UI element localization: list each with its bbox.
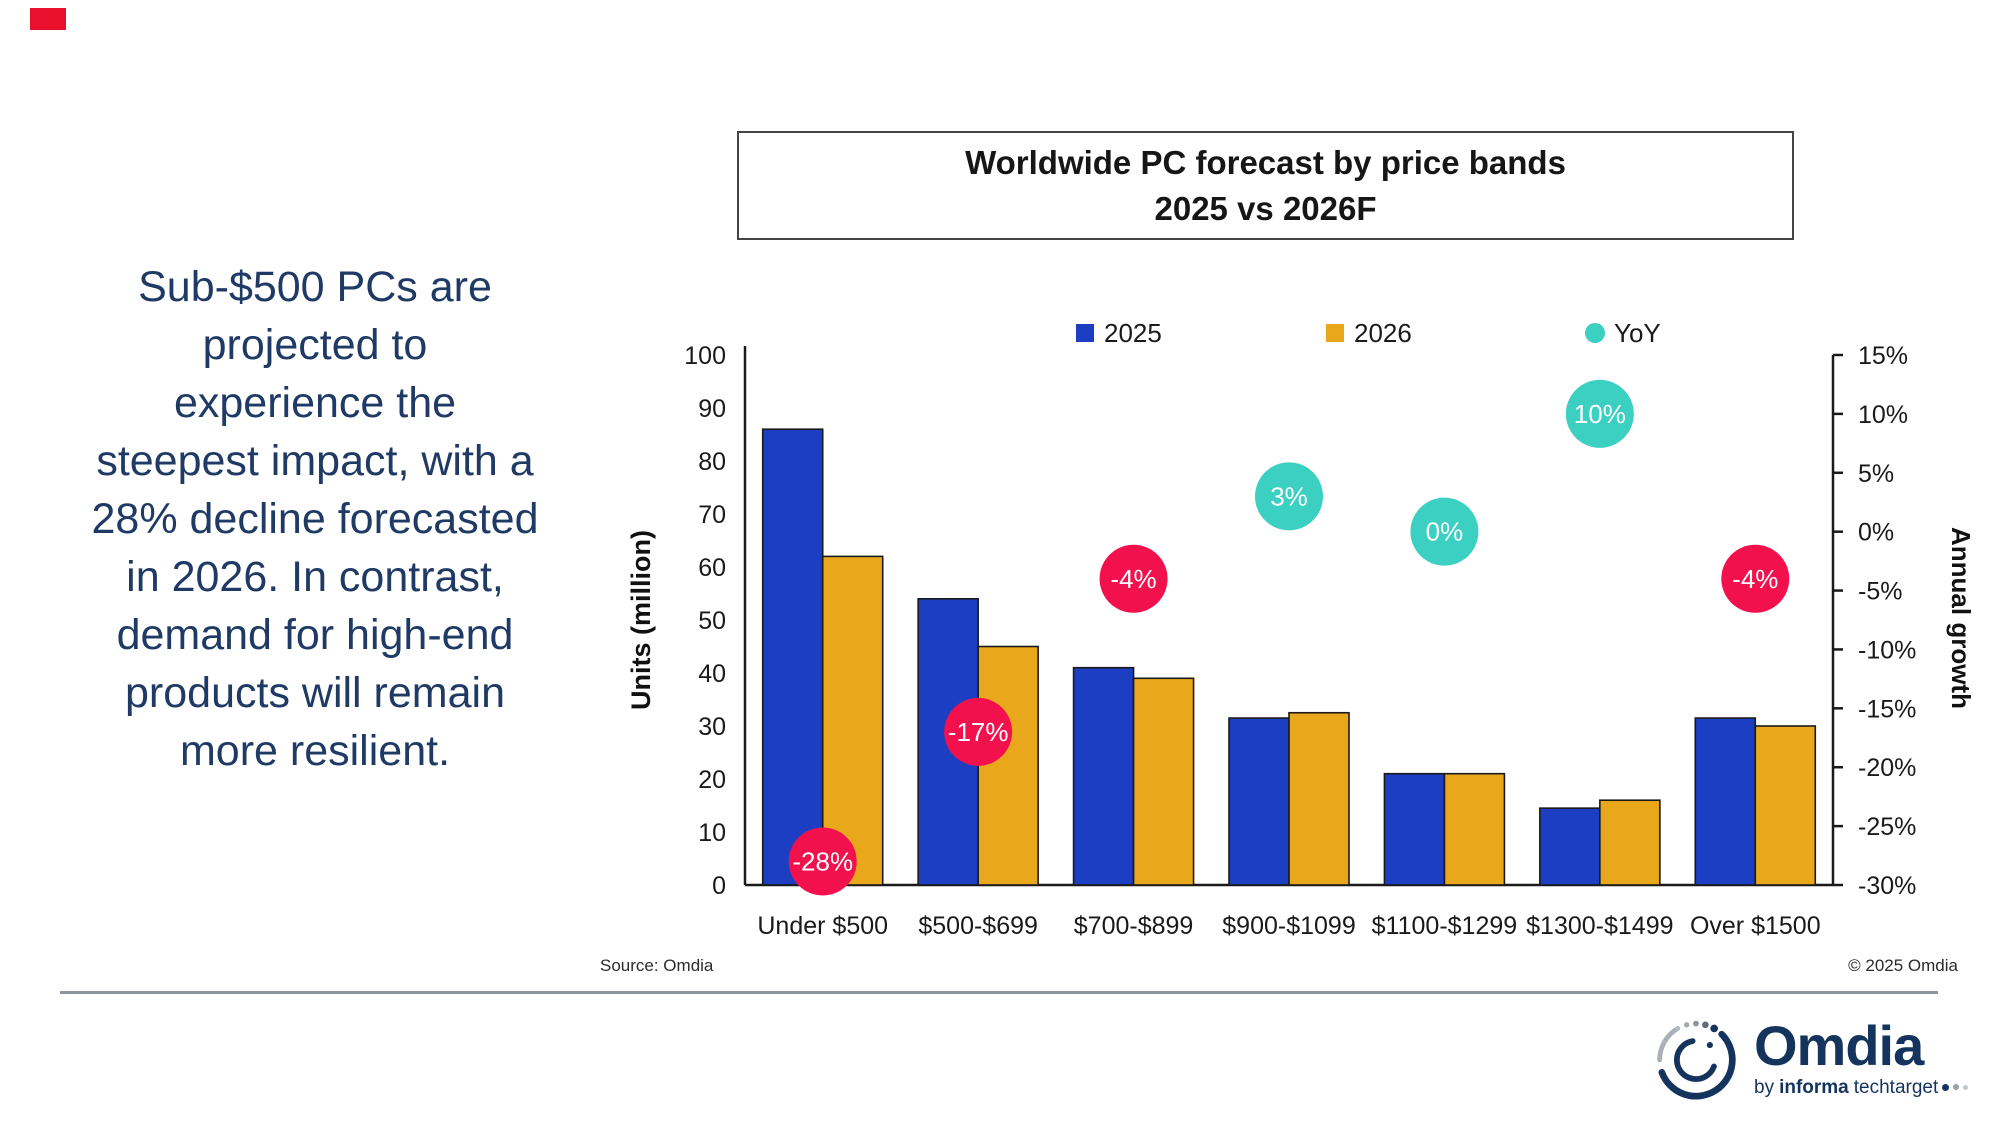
tagline-informa: informa (1779, 1076, 1849, 1098)
bar-2026-1 (977, 645, 1039, 886)
tagline-techtarget: techtarget (1853, 1076, 1939, 1098)
left-axis-tick-8: 80 (698, 448, 726, 476)
left-axis-tick-0: 0 (712, 872, 726, 900)
tagline-by: by (1754, 1076, 1775, 1098)
right-axis-title: Annual growth (1946, 527, 1976, 709)
tagline-dot (1942, 1083, 1950, 1091)
tagline-dot (1963, 1084, 1969, 1090)
bar-2026-3 (1288, 711, 1350, 886)
left-axis-tick-9: 90 (698, 395, 726, 423)
left-axis-tick-7: 70 (698, 501, 726, 529)
chart-title-box: Worldwide PC forecast by price bands 202… (737, 131, 1794, 240)
left-axis-tick-3: 30 (698, 713, 726, 741)
chart-title-line1: Worldwide PC forecast by price bands (965, 143, 1566, 181)
yoy-bubble-4 (1410, 497, 1479, 566)
category-label-1: $500-$699 (918, 912, 1038, 940)
yoy-bubble-label-1: -17% (948, 717, 1009, 747)
right-axis-tick-6: -15% (1858, 695, 1916, 723)
legend-marker-2026 (1326, 324, 1344, 342)
yoy-bubble-label-4: 0% (1426, 517, 1464, 547)
right-axis-tick-8: -25% (1858, 813, 1916, 841)
right-axis-tick-5: -10% (1858, 636, 1916, 664)
bar-2025-5 (1539, 807, 1601, 886)
source-note: Source: Omdia (600, 956, 714, 975)
copyright-note: © 2025 Omdia (1848, 956, 1958, 975)
left-axis-tick-2: 20 (698, 766, 726, 794)
right-axis-tick-9: -30% (1858, 872, 1916, 900)
yoy-bubble-6 (1721, 544, 1790, 613)
bar-2025-6 (1694, 717, 1757, 886)
omdia-logo-tagline: by informa techtarget (1754, 1076, 1969, 1099)
legend-label-YoY: YoY (1614, 318, 1661, 348)
right-axis-tick-2: 5% (1858, 460, 1894, 488)
yoy-bubble-label-0: -28% (792, 846, 853, 876)
yoy-bubble-label-2: -4% (1110, 564, 1156, 594)
left-axis-tick-4: 40 (698, 660, 726, 688)
left-axis-tick-10: 100 (684, 342, 726, 370)
category-label-3: $900-$1099 (1222, 912, 1355, 940)
left-axis-tick-5: 50 (698, 607, 726, 635)
narrative-text: Sub-$500 PCs are projected to experience… (91, 263, 539, 775)
legend-label-2026: 2026 (1354, 318, 1412, 348)
tagline-dot (1953, 1084, 1960, 1091)
bar-2025-0 (761, 428, 824, 886)
bar-2025-3 (1228, 717, 1290, 886)
category-label-5: $1300-$1499 (1526, 912, 1673, 940)
right-axis-tick-0: 15% (1858, 342, 1908, 370)
yoy-bubble-label-3: 3% (1270, 481, 1308, 511)
footer-divider (60, 991, 1938, 994)
legend-marker-YoY (1585, 323, 1605, 343)
omdia-logo-name: Omdia (1754, 1013, 1924, 1077)
legend-label-2025: 2025 (1104, 318, 1162, 348)
omdia-logo-icon (1657, 1020, 1736, 1100)
bar-2026-5 (1599, 799, 1661, 886)
category-label-4: $1100-$1299 (1372, 912, 1518, 940)
right-axis-tick-1: 10% (1858, 401, 1908, 429)
yoy-bubble-2 (1099, 544, 1168, 613)
yoy-bubble-3 (1255, 462, 1323, 531)
right-axis-tick-7: -20% (1858, 754, 1916, 782)
yoy-bubble-label-5: 10% (1574, 399, 1626, 429)
category-label-2: $700-$899 (1074, 912, 1194, 940)
legend-marker-2025 (1076, 324, 1094, 342)
category-label-6: Over $1500 (1690, 912, 1821, 940)
left-axis-tick-1: 10 (698, 819, 726, 847)
bar-2026-2 (1132, 677, 1195, 886)
chart-title-line2: 2025 vs 2026F (1154, 189, 1377, 227)
bar-2025-2 (1072, 666, 1135, 886)
yoy-bubble-1 (944, 697, 1013, 766)
yoy-bubble-5 (1565, 379, 1634, 448)
omdia-logo: Omdia by informa techtarget (1652, 1012, 1969, 1104)
left-axis-title: Units (million) (626, 530, 656, 710)
yoy-bubble-0 (788, 827, 857, 896)
right-axis-tick-4: -5% (1858, 578, 1902, 606)
right-axis-tick-3: 0% (1858, 519, 1894, 547)
bar-2026-6 (1754, 725, 1817, 886)
yoy-bubble-label-6: -4% (1732, 564, 1778, 594)
left-axis-tick-6: 60 (698, 554, 726, 582)
bar-2025-4 (1383, 772, 1446, 886)
brand-accent-mark (30, 8, 66, 30)
bar-2026-4 (1443, 772, 1506, 886)
category-label-0: Under $500 (757, 912, 888, 940)
